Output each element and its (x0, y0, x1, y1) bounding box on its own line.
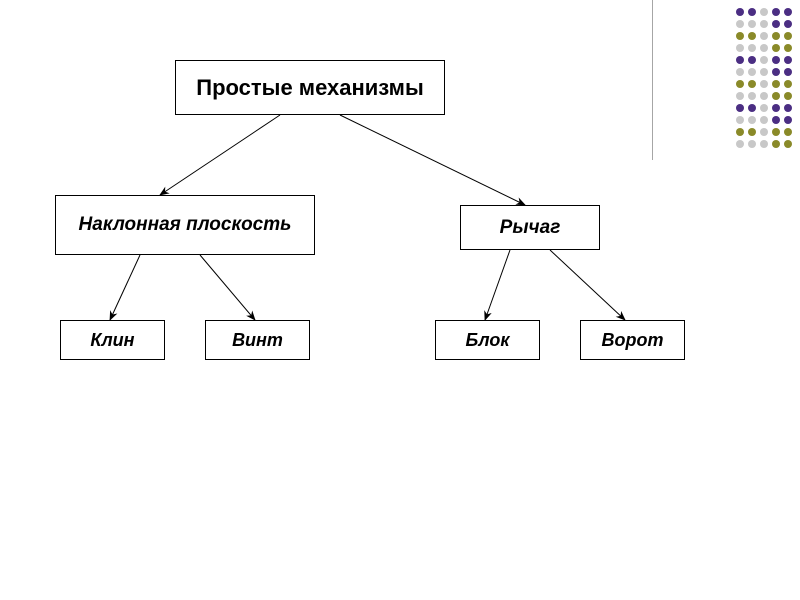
node-root: Простые механизмы (175, 60, 445, 115)
decorative-vline (652, 0, 653, 160)
node-right-mid: Рычаг (460, 205, 600, 250)
node-left-mid-label: Наклонная плоскость (79, 214, 292, 236)
node-leaf-4: Ворот (580, 320, 685, 360)
node-leaf-2-label: Винт (232, 330, 283, 351)
decorative-dots (736, 8, 792, 148)
node-leaf-1: Клин (60, 320, 165, 360)
node-left-mid: Наклонная плоскость (55, 195, 315, 255)
node-root-label: Простые механизмы (196, 75, 424, 101)
node-leaf-3-label: Блок (465, 330, 509, 351)
node-right-mid-label: Рычаг (500, 217, 561, 239)
node-leaf-1-label: Клин (90, 330, 134, 351)
node-leaf-2: Винт (205, 320, 310, 360)
node-leaf-4-label: Ворот (602, 330, 664, 351)
node-leaf-3: Блок (435, 320, 540, 360)
